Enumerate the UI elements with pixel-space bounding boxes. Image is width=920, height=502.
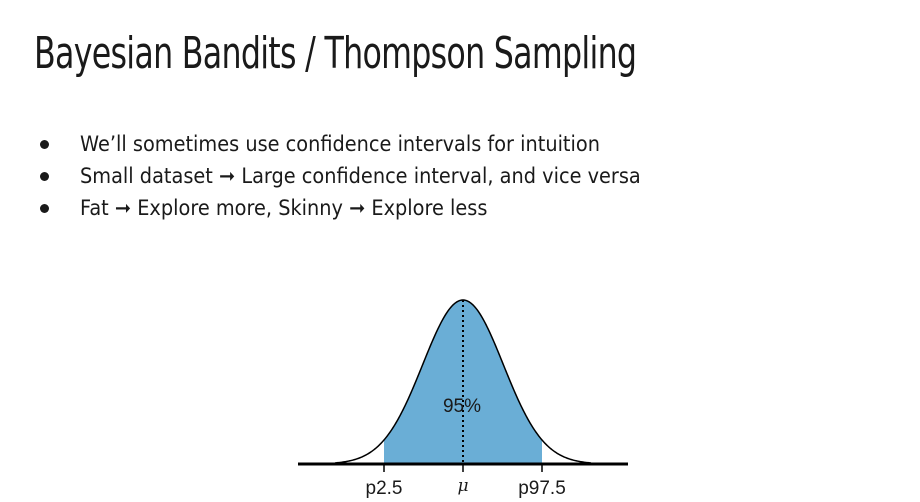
bullet-icon — [40, 140, 49, 149]
bullet-list: We’ll sometimes use confidence intervals… — [40, 128, 690, 224]
bullet-item: We’ll sometimes use confidence intervals… — [40, 128, 690, 160]
bullet-text: We’ll sometimes use confidence intervals… — [80, 132, 600, 156]
bullet-icon — [40, 172, 49, 181]
bullet-text: Fat ➞ Explore more, Skinny ➞ Explore les… — [80, 196, 488, 220]
bullet-text: Small dataset ➞ Large confidence interva… — [80, 164, 641, 188]
bullet-item: Fat ➞ Explore more, Skinny ➞ Explore les… — [40, 192, 690, 224]
mu-label: μ — [457, 476, 468, 496]
confidence-interval-diagram: 95% p2.5 μ p97.5 — [280, 282, 640, 502]
p2.5-label: p2.5 — [366, 478, 403, 499]
bullet-item: Small dataset ➞ Large confidence interva… — [40, 160, 690, 192]
bullet-icon — [40, 204, 49, 213]
slide-title: Bayesian Bandits / Thompson Sampling — [34, 28, 637, 79]
confidence-region — [384, 300, 542, 464]
normal-curve-figure: 95% p2.5 μ p97.5 — [298, 299, 628, 499]
p97.5-label: p97.5 — [518, 478, 566, 499]
area-label: 95% — [443, 396, 481, 417]
